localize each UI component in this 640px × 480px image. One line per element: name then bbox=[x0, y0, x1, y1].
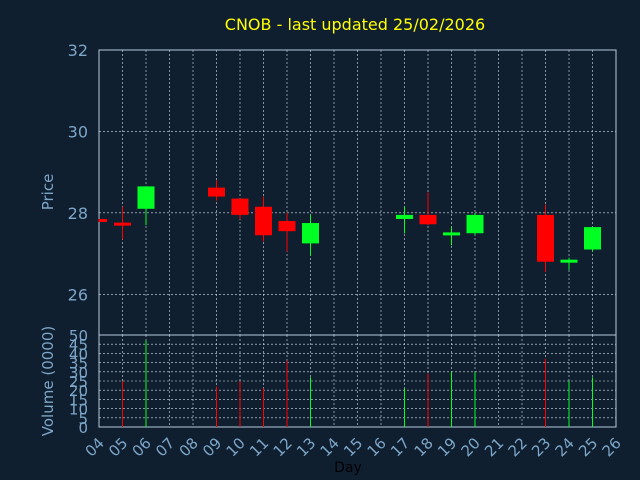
candles bbox=[98, 180, 601, 272]
volume-tick-label: 25 bbox=[69, 373, 88, 391]
candle-body bbox=[396, 214, 413, 219]
volume-tick-label: 10 bbox=[69, 401, 88, 419]
price-tick-label: 28 bbox=[68, 204, 88, 223]
x-tick-label: 16 bbox=[364, 434, 390, 460]
x-tick-label: 24 bbox=[552, 434, 578, 460]
volume-tick-label: 5 bbox=[78, 410, 88, 428]
candle-body bbox=[537, 214, 554, 262]
x-tick-label: 18 bbox=[411, 434, 437, 460]
volume-tick-label: 35 bbox=[69, 355, 88, 373]
x-axis-label: Day bbox=[334, 460, 362, 476]
volume-tick-label: 20 bbox=[69, 382, 88, 400]
candle-body bbox=[560, 259, 578, 263]
x-tick-label: 12 bbox=[270, 434, 296, 460]
price-frame bbox=[98, 49, 617, 336]
price-tick-label: 26 bbox=[68, 285, 88, 304]
x-tick-label: 10 bbox=[223, 434, 249, 460]
volume-tick-label: 50 bbox=[69, 327, 88, 345]
x-tick-label: 09 bbox=[199, 434, 225, 460]
candle-body bbox=[466, 214, 484, 234]
x-tick-label: 21 bbox=[481, 434, 507, 460]
volume-tick-label: 15 bbox=[69, 391, 88, 409]
candle-body bbox=[419, 214, 437, 225]
x-axis-ticks: 0405060708091011121314151617181920212223… bbox=[82, 434, 625, 460]
volume-grid bbox=[99, 335, 616, 427]
chart-title: CNOB - last updated 25/02/2026 bbox=[225, 15, 485, 34]
x-tick-label: 04 bbox=[82, 434, 108, 460]
x-tick-label: 15 bbox=[340, 434, 366, 460]
candle-body bbox=[302, 223, 319, 244]
price-tick-label: 30 bbox=[68, 122, 88, 141]
candle-body bbox=[99, 218, 107, 222]
price-axis-label: Price bbox=[39, 174, 57, 211]
x-tick-label: 19 bbox=[434, 434, 460, 460]
x-tick-label: 26 bbox=[599, 434, 625, 460]
candle-body bbox=[255, 206, 272, 236]
x-tick-label: 08 bbox=[176, 434, 202, 460]
candle-body bbox=[231, 198, 249, 215]
volume-tick-label: 45 bbox=[69, 336, 88, 354]
price-grid bbox=[99, 50, 616, 335]
price-panel: 26 28 30 32 Price bbox=[39, 41, 617, 336]
candle-body bbox=[443, 232, 460, 236]
x-tick-label: 14 bbox=[317, 434, 343, 460]
volume-tick-label: 40 bbox=[69, 345, 88, 363]
x-tick-label: 23 bbox=[528, 434, 554, 460]
x-tick-label: 25 bbox=[575, 434, 601, 460]
candle-body bbox=[114, 222, 131, 226]
x-tick-label: 07 bbox=[152, 434, 178, 460]
x-tick-label: 13 bbox=[293, 434, 319, 460]
price-tick-label: 32 bbox=[68, 41, 88, 60]
candle-body bbox=[208, 187, 225, 197]
candle-body bbox=[278, 221, 296, 232]
volume-bars bbox=[122, 340, 593, 427]
x-tick-label: 22 bbox=[505, 434, 531, 460]
candle-body bbox=[137, 186, 155, 209]
price-y-ticks: 26 28 30 32 bbox=[68, 41, 88, 304]
volume-tick-label: 0 bbox=[78, 419, 88, 437]
volume-tick-label: 30 bbox=[69, 364, 88, 382]
x-tick-label: 06 bbox=[129, 434, 155, 460]
x-tick-label: 17 bbox=[387, 434, 413, 460]
volume-axis-label: Volume (0000) bbox=[39, 326, 57, 436]
x-tick-label: 11 bbox=[246, 434, 272, 460]
x-tick-label: 05 bbox=[105, 434, 131, 460]
candle-body bbox=[584, 227, 601, 250]
x-tick-label: 20 bbox=[458, 434, 484, 460]
